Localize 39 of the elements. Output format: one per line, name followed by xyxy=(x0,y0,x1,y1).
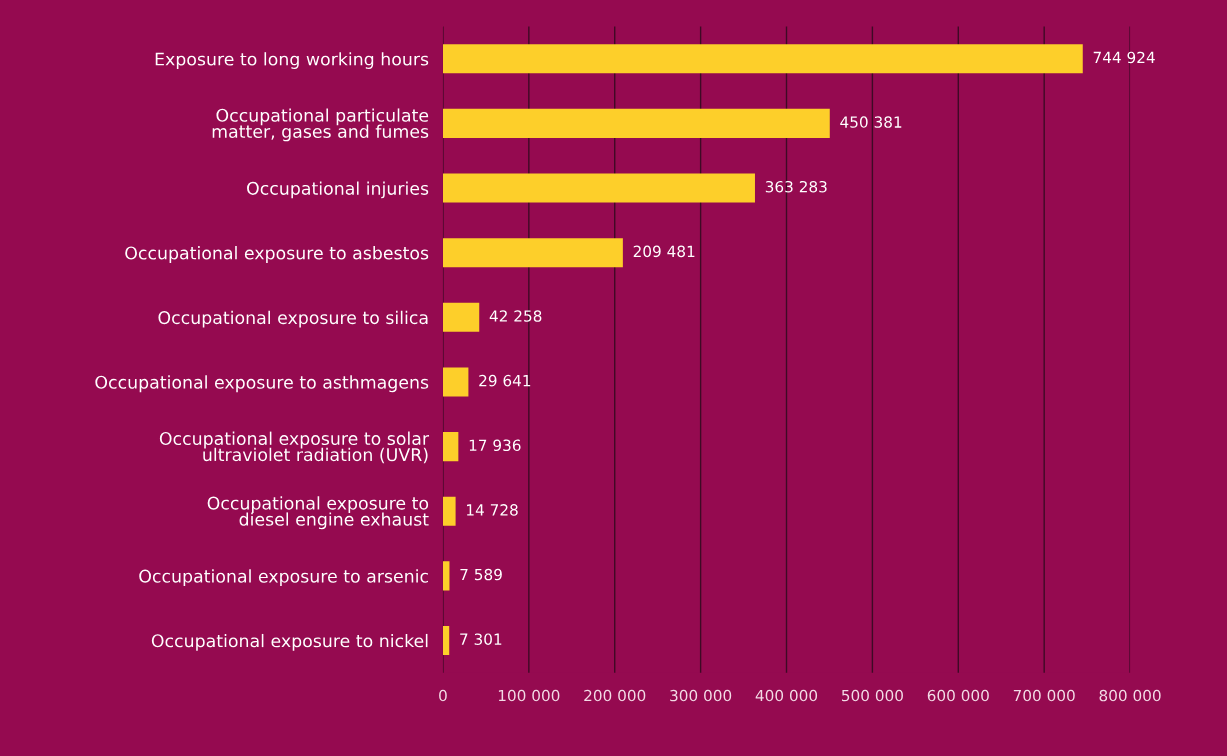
y-tick-label: Occupational exposure to asbestos xyxy=(125,246,429,263)
bar xyxy=(442,238,623,268)
bar xyxy=(442,367,469,397)
x-tick-label: 300 000 xyxy=(670,689,732,702)
data-label: 7 301 xyxy=(460,633,502,645)
y-tick-label: Occupational injuries xyxy=(247,181,429,199)
y-tick-label: Occupational exposure to nickel xyxy=(151,633,428,651)
x-tick-label: 200 000 xyxy=(584,689,646,702)
x-tick-label: 100 000 xyxy=(498,689,560,702)
y-tick-label: Occupational exposure to diesel engine exhaust xyxy=(207,496,429,530)
bar xyxy=(442,44,1083,74)
x-tick-label: 0 xyxy=(439,689,447,702)
data-label: 14 728 xyxy=(467,504,518,516)
y-tick-label: Occupational particulate matter, gases and fumes xyxy=(212,108,429,142)
bar xyxy=(442,561,450,591)
x-tick-label: 700 000 xyxy=(1013,689,1075,702)
data-label: 744 924 xyxy=(1093,51,1155,64)
x-tick-label: 500 000 xyxy=(841,689,903,702)
y-tick-label: Occupational exposure to arsenic xyxy=(139,569,428,587)
bar xyxy=(442,173,755,203)
data-label: 363 283 xyxy=(765,180,827,193)
data-label: 450 381 xyxy=(840,116,902,128)
bar xyxy=(442,496,456,526)
y-tick-label: Occupational exposure to solar ultraviolet radiation (UVR) xyxy=(159,431,430,464)
y-tick-label: Occupational exposure to silica xyxy=(158,310,428,328)
bar xyxy=(442,302,480,332)
data-label: 29 641 xyxy=(479,374,531,387)
x-tick-label: 800 000 xyxy=(1099,689,1161,702)
y-tick-label: Exposure to long working hours xyxy=(155,52,429,69)
x-tick-label: 400 000 xyxy=(755,689,818,702)
data-label: 7 589 xyxy=(460,568,502,581)
data-label: 17 936 xyxy=(469,439,521,452)
data-label: 209 481 xyxy=(633,245,695,258)
bar xyxy=(442,108,830,138)
x-tick-label: 600 000 xyxy=(927,689,989,702)
bar xyxy=(442,625,450,656)
data-label: 42 258 xyxy=(489,310,542,322)
y-tick-label: Occupational exposure to asthmagens xyxy=(95,375,429,393)
bar xyxy=(442,432,459,462)
